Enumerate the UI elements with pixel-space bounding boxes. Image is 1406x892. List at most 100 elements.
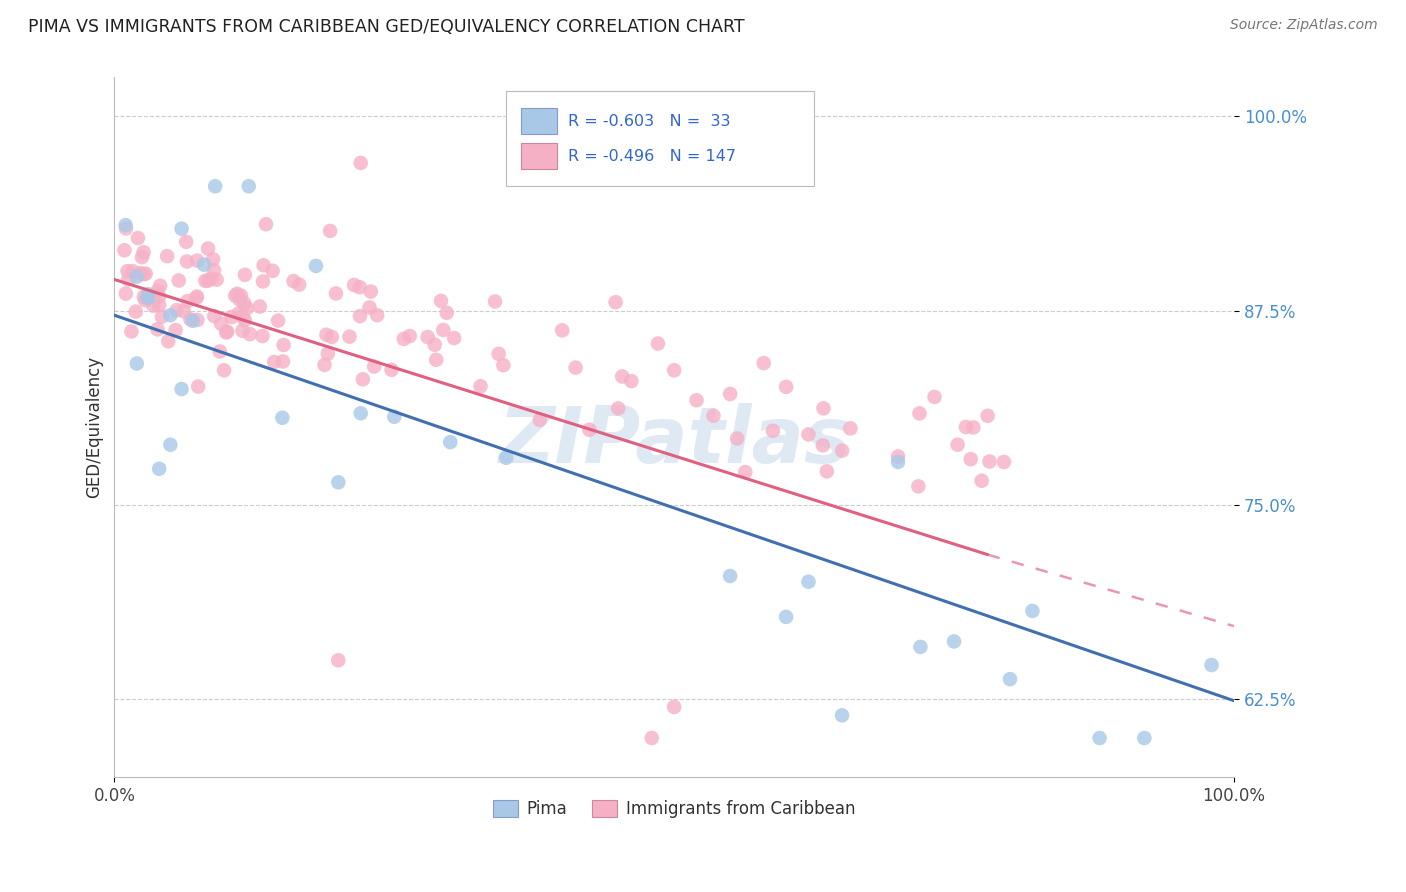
Point [267,313,290,327]
Point [752,356,775,370]
Point [815,464,838,478]
Point [226,286,249,301]
Point [156,249,179,263]
Point [392,332,415,346]
Point [252,275,274,289]
Point [204,179,226,194]
Point [229,289,252,303]
Point [148,298,170,312]
Point [125,269,148,284]
Point [117,264,139,278]
Point [239,327,262,342]
Point [249,300,271,314]
Point [910,640,932,654]
Point [425,352,447,367]
Point [702,409,724,423]
Point [202,309,225,323]
Point [946,438,969,452]
Point [339,329,361,343]
Point [360,285,382,299]
Point [202,252,225,267]
Point [797,427,820,442]
Point [328,653,350,667]
Point [179,312,201,326]
Point [612,369,634,384]
Point [159,308,181,322]
Point [193,258,215,272]
Point [134,293,156,308]
Point [762,424,785,438]
Point [135,267,157,281]
Point [605,295,627,310]
Point [114,286,136,301]
Point [120,325,142,339]
Y-axis label: GED/Equivalency: GED/Equivalency [86,356,103,499]
Point [166,303,188,318]
Point [159,438,181,452]
Point [174,235,197,249]
Point [271,354,294,368]
Point [641,731,664,745]
FancyBboxPatch shape [506,91,814,186]
Point [316,346,339,360]
Point [1133,731,1156,745]
Point [1021,604,1043,618]
Text: ZIPatlas: ZIPatlas [498,403,851,479]
Point [887,450,910,464]
Point [325,286,347,301]
Point [725,432,748,446]
Point [186,291,208,305]
Point [132,245,155,260]
Point [887,455,910,469]
Point [167,273,190,287]
Point [775,610,797,624]
Point [349,309,371,323]
Point [187,379,209,393]
Point [811,438,834,452]
Point [908,406,931,420]
Point [1088,731,1111,745]
Point [718,387,741,401]
Point [233,296,256,310]
Point [149,278,172,293]
Point [273,338,295,352]
Point [271,410,294,425]
Point [197,242,219,256]
Point [432,323,454,337]
Point [662,700,685,714]
Point [129,266,152,280]
Point [315,327,337,342]
Point [343,277,366,292]
Point [430,293,453,308]
Point [305,259,328,273]
Point [662,363,685,377]
Point [443,331,465,345]
Point [254,217,277,231]
Point [263,355,285,369]
Point [236,301,259,316]
Legend: Pima, Immigrants from Caribbean: Pima, Immigrants from Caribbean [486,793,862,824]
Point [718,569,741,583]
Point [979,454,1001,468]
Point [208,344,231,359]
Point [148,462,170,476]
Point [205,273,228,287]
Point [564,360,586,375]
Point [117,272,139,286]
Point [186,289,208,303]
Point [215,326,238,340]
Point [734,465,756,479]
Point [831,443,853,458]
Point [607,401,630,416]
Point [136,291,159,305]
Point [114,218,136,232]
Point [350,406,373,420]
Bar [520,108,557,135]
Point [647,336,669,351]
Point [488,347,510,361]
Point [200,271,222,285]
Point [212,363,235,377]
Point [157,334,180,349]
Point [416,330,439,344]
Point [114,244,136,258]
